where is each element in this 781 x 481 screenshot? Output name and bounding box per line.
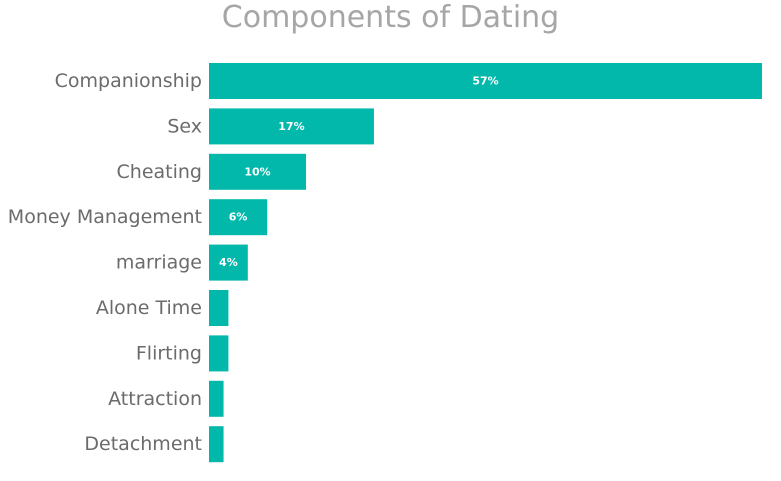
category-label: Companionship [55, 70, 202, 92]
data-label: 6% [229, 211, 248, 224]
category-label: Money Management [8, 206, 202, 228]
category-label: Detachment [84, 433, 202, 455]
bar[interactable] [209, 290, 229, 326]
bar[interactable] [209, 426, 224, 463]
data-label: 57% [472, 75, 498, 88]
bar[interactable] [209, 63, 762, 99]
data-label: 17% [278, 120, 304, 133]
bar[interactable] [209, 199, 268, 236]
category-label: marriage [116, 252, 202, 274]
chart-title: Components of Dating [221, 0, 560, 35]
category-label: Flirting [136, 342, 202, 364]
bar[interactable] [209, 335, 229, 372]
category-label: Alone Time [96, 297, 202, 319]
category-label: Sex [167, 115, 202, 137]
category-label: Attraction [108, 388, 202, 410]
data-label: 4% [219, 256, 238, 269]
bar[interactable] [209, 153, 307, 190]
bar[interactable] [209, 244, 248, 281]
bar[interactable] [209, 108, 374, 145]
data-label: 10% [244, 165, 270, 178]
bar[interactable] [209, 380, 224, 417]
category-label: Cheating [117, 161, 202, 183]
